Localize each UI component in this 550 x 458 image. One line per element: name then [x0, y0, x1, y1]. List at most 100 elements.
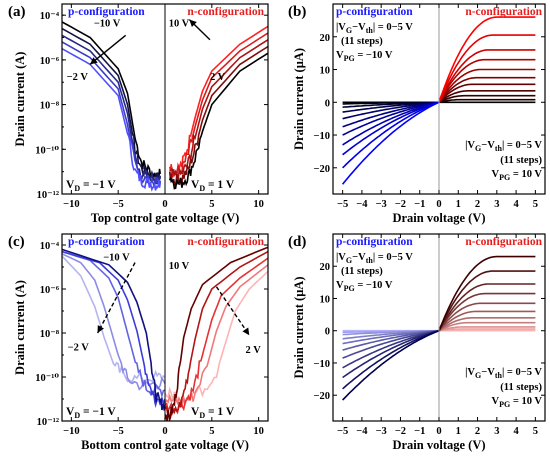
y-tick-label: 0 — [325, 98, 330, 109]
data-line-n — [438, 94, 536, 104]
data-line-n — [438, 58, 536, 103]
data-line-p — [342, 101, 440, 128]
steps-text-top: (11 steps) — [341, 266, 383, 277]
p-arrow — [89, 34, 127, 65]
plot-area — [62, 246, 268, 421]
text-span: = 10 V — [510, 396, 542, 407]
text-span: V — [191, 179, 200, 191]
p-configuration-label: p-configuration — [68, 236, 145, 248]
y-tick-label: 10⁻⁸ — [40, 329, 59, 340]
vpg-text-top: VPG = −10 V — [336, 280, 393, 293]
vd-right-label: VD = 1 V — [191, 179, 235, 193]
subscript: th — [366, 26, 374, 35]
data-line-n — [438, 83, 536, 103]
subscript: D — [74, 184, 80, 193]
n-configuration-label: n-configuration — [465, 6, 542, 18]
p-start-label: −10 V — [94, 18, 121, 29]
x-tick-label: 0 — [162, 426, 167, 437]
data-line-p — [342, 101, 440, 156]
n-start-label: 10 V — [169, 18, 190, 29]
data-line-n — [164, 270, 268, 404]
subscript: D — [199, 184, 205, 193]
n-configuration-label: n-configuration — [465, 236, 542, 248]
data-line-p — [62, 27, 162, 184]
y-tick-label: −10 — [314, 359, 330, 370]
data-line-n — [438, 283, 536, 332]
data-line-n — [164, 257, 268, 416]
text-span: V — [191, 406, 200, 418]
y-tick-label: 10⁻⁶ — [40, 285, 59, 296]
x-axis-label: Top control gate voltage (V) — [91, 211, 240, 225]
x-tick-label: 10 — [253, 199, 264, 210]
y-tick-label: 10 — [320, 66, 331, 77]
x-tick-label: −5 — [113, 199, 124, 210]
data-line-n — [438, 328, 536, 332]
steps-text-bottom: (11 steps) — [500, 155, 542, 166]
text-span: V — [66, 179, 75, 191]
text-span: |V — [336, 252, 346, 263]
subscript: D — [74, 411, 80, 420]
x-tick-label: −5 — [337, 199, 348, 210]
subscript: PG — [344, 54, 355, 63]
subscript: PG — [344, 284, 355, 293]
y-tick-label: 0 — [325, 327, 330, 338]
n-arrow-head — [189, 19, 197, 28]
steps-text-top: (11 steps) — [341, 36, 383, 47]
x-tick-label: −2 — [395, 426, 406, 437]
data-line-n — [164, 250, 268, 418]
data-line-n — [168, 52, 268, 190]
text-span: |V — [465, 140, 475, 151]
data-line-p — [342, 329, 440, 359]
text-span: V — [336, 50, 344, 61]
data-line-n — [438, 292, 536, 332]
data-line-n — [438, 76, 536, 103]
x-tick-label: 2 — [475, 426, 480, 437]
n-arrow-head — [242, 327, 250, 336]
x-tick-label: −5 — [337, 426, 348, 437]
x-axis-label: Bottom control gate voltage (V) — [81, 438, 249, 452]
data-line-p — [342, 101, 440, 169]
x-tick-label: 0 — [436, 199, 441, 210]
n-end-label: 2 V — [246, 345, 262, 356]
subscript: th — [495, 144, 503, 153]
data-line-n — [438, 310, 536, 332]
data-line-n — [438, 316, 536, 332]
subscript: PG — [499, 400, 510, 409]
data-line-p — [62, 253, 166, 391]
x-tick-label: −3 — [376, 426, 387, 437]
y-axis-label: Drain current (μA) — [292, 48, 306, 150]
y-tick-label: −10 — [314, 131, 330, 142]
y-tick-label: 10⁻¹² — [37, 190, 59, 201]
n-start-label: 10 V — [169, 261, 190, 272]
text-span: = −1 V — [80, 406, 116, 418]
data-line-n — [438, 68, 536, 103]
vpg-text-bottom: VPG = 10 V — [492, 169, 543, 182]
chart-panel-a: −10 −5 0 5 10 10⁻¹² 10⁻¹⁰ 10⁻⁸ 10⁻⁶ 10⁻⁴ Top contr… — [13, 3, 269, 225]
data-line-p — [341, 101, 440, 185]
data-line-n — [438, 270, 536, 332]
vd-left-label: VD = −1 V — [66, 179, 116, 193]
subscript: th — [495, 371, 503, 380]
p-configuration-label: p-configuration — [336, 236, 413, 248]
vpg-text-bottom: VPG = 10 V — [492, 396, 543, 409]
x-tick-label: 5 — [533, 426, 538, 437]
subscript: G — [346, 256, 352, 265]
text-span: |V — [336, 22, 346, 33]
x-tick-label: −5 — [113, 426, 124, 437]
x-tick-label: 0 — [162, 199, 167, 210]
condition-text-bottom: |VG−Vth| = 0−5 V — [465, 367, 542, 380]
data-line-p — [342, 329, 440, 401]
data-line-p — [62, 255, 166, 384]
x-tick-label: 5 — [533, 199, 538, 210]
p-start-label: −10 V — [103, 252, 130, 263]
y-tick-label: 10⁻⁴ — [40, 241, 60, 252]
data-line-p — [342, 101, 440, 120]
y-tick-label: 10 — [320, 294, 331, 305]
data-line-n — [164, 246, 268, 421]
data-line-n — [168, 45, 268, 187]
data-line-n — [438, 255, 536, 331]
x-tick-label: 1 — [456, 426, 461, 437]
n-configuration-label: n-configuration — [187, 236, 264, 248]
